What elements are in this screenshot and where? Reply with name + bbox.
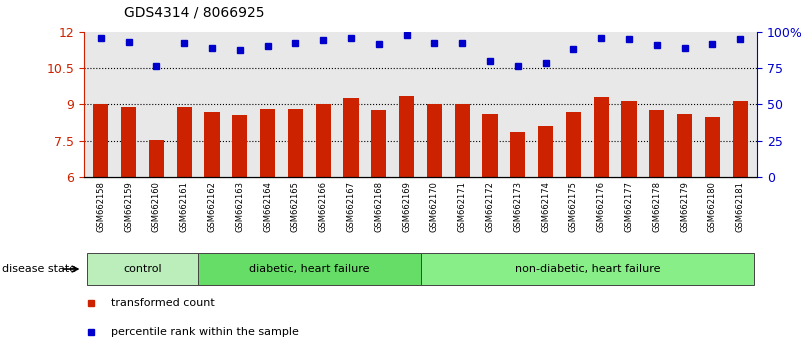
- Bar: [566, 112, 581, 177]
- Text: GDS4314 / 8066925: GDS4314 / 8066925: [124, 5, 264, 19]
- Text: GSM662168: GSM662168: [374, 181, 384, 232]
- Text: GSM662175: GSM662175: [569, 181, 578, 232]
- Text: GSM662165: GSM662165: [291, 181, 300, 232]
- Bar: [232, 115, 248, 177]
- Bar: [399, 96, 414, 177]
- Bar: [176, 107, 192, 177]
- Text: GSM662169: GSM662169: [402, 181, 411, 232]
- Text: non-diabetic, heart failure: non-diabetic, heart failure: [514, 264, 660, 274]
- Text: disease state: disease state: [2, 264, 76, 274]
- Bar: [316, 104, 331, 177]
- Bar: [87, 253, 198, 285]
- Text: percentile rank within the sample: percentile rank within the sample: [111, 327, 299, 337]
- Text: GSM662172: GSM662172: [485, 181, 494, 232]
- Text: GSM662174: GSM662174: [541, 181, 550, 232]
- Bar: [427, 104, 442, 177]
- Text: transformed count: transformed count: [111, 298, 215, 308]
- Text: control: control: [123, 264, 162, 274]
- Text: GSM662163: GSM662163: [235, 181, 244, 232]
- Text: GSM662158: GSM662158: [96, 181, 105, 232]
- Bar: [198, 253, 421, 285]
- Text: GSM662160: GSM662160: [152, 181, 161, 232]
- Text: GSM662166: GSM662166: [319, 181, 328, 232]
- Text: GSM662173: GSM662173: [513, 181, 522, 232]
- Bar: [204, 112, 219, 177]
- Text: GSM662164: GSM662164: [263, 181, 272, 232]
- Bar: [622, 101, 637, 177]
- Bar: [510, 132, 525, 177]
- Bar: [733, 101, 748, 177]
- Text: GSM662159: GSM662159: [124, 181, 133, 232]
- Bar: [93, 104, 108, 177]
- Text: GSM662176: GSM662176: [597, 181, 606, 232]
- Bar: [149, 139, 164, 177]
- Text: GSM662180: GSM662180: [708, 181, 717, 232]
- Text: GSM662181: GSM662181: [736, 181, 745, 232]
- Bar: [482, 114, 497, 177]
- Text: GSM662161: GSM662161: [179, 181, 189, 232]
- Text: GSM662170: GSM662170: [430, 181, 439, 232]
- Bar: [371, 110, 386, 177]
- Bar: [260, 109, 276, 177]
- Text: GSM662179: GSM662179: [680, 181, 689, 232]
- Bar: [344, 98, 359, 177]
- Text: GSM662171: GSM662171: [457, 181, 467, 232]
- Bar: [649, 110, 665, 177]
- Text: GSM662177: GSM662177: [625, 181, 634, 232]
- Text: GSM662167: GSM662167: [347, 181, 356, 232]
- Bar: [288, 109, 303, 177]
- Text: GSM662162: GSM662162: [207, 181, 216, 232]
- Bar: [538, 126, 553, 177]
- Bar: [455, 104, 470, 177]
- Text: diabetic, heart failure: diabetic, heart failure: [249, 264, 369, 274]
- Bar: [594, 97, 609, 177]
- Bar: [677, 114, 692, 177]
- Bar: [421, 253, 755, 285]
- Bar: [705, 116, 720, 177]
- Text: GSM662178: GSM662178: [652, 181, 662, 232]
- Bar: [121, 107, 136, 177]
